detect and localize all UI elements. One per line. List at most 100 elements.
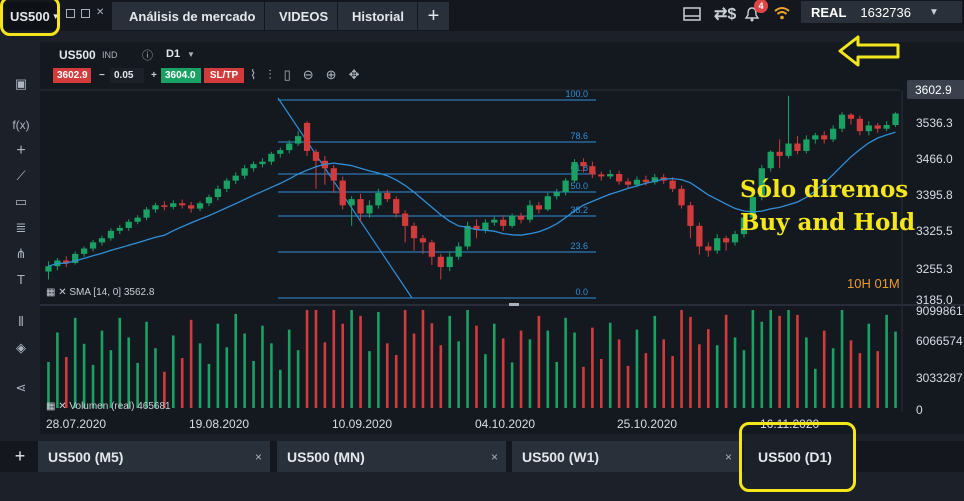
symbol-selector[interactable]: US500 ▼ <box>4 2 60 30</box>
candle-body <box>517 215 525 220</box>
candle-body <box>393 199 400 214</box>
volume-bar <box>867 323 871 408</box>
date-axis-label: 25.10.2020 <box>617 417 678 431</box>
tab-us500-d1[interactable]: US500 (D1) <box>744 441 854 472</box>
candle-body <box>776 151 783 156</box>
candle-body <box>723 238 730 243</box>
crosshair-icon[interactable]: + <box>16 142 26 159</box>
layout-icon[interactable] <box>683 6 701 27</box>
volume-bar <box>492 323 496 408</box>
candle-body <box>731 234 739 243</box>
fib-level-label: 61.8 <box>570 163 588 173</box>
candle-body <box>714 238 721 251</box>
tab-us500-w1[interactable]: US500 (W1) × <box>512 441 740 472</box>
close-icon[interactable]: × <box>490 449 498 464</box>
maximize-icon[interactable] <box>81 9 90 18</box>
volume-bar <box>252 360 255 408</box>
candle-body <box>268 153 275 162</box>
volume-bar <box>171 335 175 408</box>
chart-type-icon[interactable]: ▣ <box>14 76 28 91</box>
indicator-tag[interactable]: IND <box>102 50 118 60</box>
zoom-in-icon[interactable]: ⊕ <box>325 67 337 82</box>
tab-us500-mn[interactable]: US500 (MN) × <box>277 441 506 472</box>
volume-bar <box>591 327 594 408</box>
volume-bar <box>796 314 799 408</box>
close-window-icon[interactable]: ✕ <box>96 7 105 18</box>
candle-body <box>509 215 516 226</box>
line-chart-icon[interactable]: ⌇ <box>250 67 257 82</box>
chart-panel[interactable]: 100.0 78.6 61.8 50.0 38.2 23.6 0.0 US500 IND ⓘ… <box>40 42 964 434</box>
account-balance: 1632736 <box>860 4 912 20</box>
tab-label: Historial <box>352 8 405 24</box>
tab-us500-m5[interactable]: US500 (M5) × <box>38 441 270 472</box>
close-icon[interactable]: × <box>724 449 732 464</box>
volume-bar <box>626 365 630 408</box>
candle-body <box>152 205 159 210</box>
timeframe-selector[interactable]: D1 <box>166 48 181 60</box>
account-selector[interactable]: REAL 1632736 ▼ <box>801 1 962 23</box>
popout-icon[interactable] <box>66 9 75 18</box>
rectangle-icon[interactable]: ▭ <box>14 194 28 209</box>
add-tab-button[interactable]: + <box>418 2 449 30</box>
dollar-exchange-icon[interactable]: ⇄$ <box>714 6 737 23</box>
caret-down-icon: ▼ <box>51 11 60 21</box>
volume-bar <box>100 330 104 408</box>
tab-label: Análisis de mercado <box>129 8 256 24</box>
candle-body <box>188 205 195 209</box>
indicators-icon[interactable]: ⫴ <box>18 314 24 329</box>
candle-body <box>72 253 79 263</box>
function-icon[interactable]: f(x) <box>12 118 30 132</box>
sma-legend[interactable]: ▦ ✕ SMA [14, 0] 3562.8 <box>46 287 154 298</box>
pitchfork-icon[interactable]: ⋔ <box>15 246 27 261</box>
candle-body <box>384 192 391 200</box>
sltp-button[interactable]: SL/TP <box>204 68 244 83</box>
trendline-icon[interactable]: ⟋ <box>16 168 26 183</box>
info-icon[interactable]: ⓘ <box>142 50 153 62</box>
candle-body <box>63 260 70 263</box>
volume-input[interactable]: 0.05 <box>110 68 144 83</box>
candle-chart-icon[interactable]: ▯ <box>283 67 291 82</box>
buy-button[interactable]: 3604.0 <box>161 68 201 83</box>
text-icon[interactable]: T <box>17 272 25 287</box>
volume-bar <box>653 315 657 408</box>
price-axis-label: 3325.5 <box>916 224 953 238</box>
volume-legend[interactable]: ▦ ✕ Volumen (real) 465681 <box>46 401 171 412</box>
candle-body <box>473 225 480 230</box>
volume-axis-label: 6066574 <box>916 334 963 348</box>
candle-body <box>705 246 712 251</box>
volume-bar <box>278 369 282 408</box>
zoom-out-icon[interactable]: ⊖ <box>302 67 314 82</box>
fib-level-label: 50.0 <box>570 181 588 191</box>
decrease-volume-button[interactable]: − <box>99 70 105 81</box>
candle-body <box>116 227 123 231</box>
candle-body <box>295 136 302 144</box>
price-chart[interactable]: 100.0 78.6 61.8 50.0 38.2 23.6 0.0 <box>40 42 964 434</box>
increase-volume-button[interactable]: + <box>151 70 157 81</box>
add-chart-button[interactable]: + <box>8 441 32 472</box>
bottom-tab-bar: + US500 (M5) × US500 (MN) × US500 (W1) ×… <box>0 441 964 472</box>
volume-axis-label: 3033287 <box>916 371 963 385</box>
candle-body <box>607 174 614 177</box>
candle-body <box>410 225 418 239</box>
price-axis-label: 3536.3 <box>916 116 953 130</box>
tab-analisis-de-mercado[interactable]: Análisis de mercado <box>112 2 264 30</box>
fib-level-label: 0.0 <box>575 287 588 297</box>
candle-body <box>553 192 560 197</box>
volume-bar <box>475 325 478 408</box>
close-icon[interactable]: × <box>254 449 262 464</box>
candle-body <box>286 143 293 151</box>
move-icon[interactable]: ✥ <box>348 67 360 82</box>
tab-videos[interactable]: VIDEOS <box>265 2 337 30</box>
volume-bar <box>608 322 612 408</box>
tab-historial[interactable]: Historial <box>338 2 417 30</box>
volume-bar <box>163 371 166 408</box>
layers-icon[interactable]: ◈ <box>16 340 26 355</box>
candle-body <box>794 143 801 151</box>
candle-body <box>366 205 373 214</box>
share-icon[interactable]: ⋖ <box>15 380 27 395</box>
fibonacci-icon[interactable]: ≣ <box>15 220 27 235</box>
sell-button[interactable]: 3602.9 <box>53 68 91 83</box>
bar-chart-icon[interactable]: ⫶ <box>268 67 272 82</box>
volume-bar <box>136 362 139 408</box>
notification-badge: 4 <box>754 0 768 13</box>
